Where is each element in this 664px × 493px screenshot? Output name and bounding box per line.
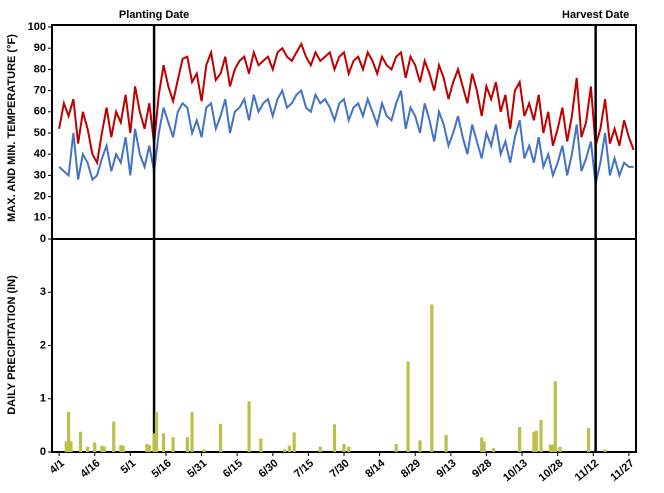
x-tick-label: 9/13 bbox=[435, 457, 459, 480]
x-tick-label: 10/13 bbox=[501, 457, 530, 484]
precipitation-bar bbox=[147, 445, 151, 452]
precipitation-bar bbox=[548, 444, 553, 452]
x-tick-label: 11/27 bbox=[608, 457, 636, 483]
precipitation-bar bbox=[406, 361, 410, 452]
precipitation-bar bbox=[558, 446, 562, 452]
precipitation-bar bbox=[218, 423, 223, 452]
precipitation-bar bbox=[112, 421, 116, 452]
x-tick-label: 9/28 bbox=[470, 457, 494, 480]
y-tick-label: 1 bbox=[40, 393, 46, 405]
precipitation-bar bbox=[551, 444, 555, 452]
x-tick-label: 7/30 bbox=[328, 457, 352, 480]
precipitation-bar bbox=[482, 441, 486, 452]
precipitation-bar bbox=[67, 412, 71, 452]
y-tick-label: 60 bbox=[34, 106, 46, 118]
precipitation-bar bbox=[247, 401, 251, 452]
precipitation-bar bbox=[318, 446, 322, 452]
x-tick-label: 5/31 bbox=[185, 457, 209, 480]
y-tick-label: 20 bbox=[34, 191, 46, 203]
precipitation-bar bbox=[202, 449, 206, 452]
temperature-line bbox=[58, 88, 634, 185]
x-tick-label: 4/16 bbox=[78, 457, 102, 480]
y-tick-label: 50 bbox=[34, 127, 46, 139]
x-tick-label: 5/16 bbox=[150, 457, 174, 480]
temperature-line bbox=[58, 41, 635, 166]
y-tick-label: 2 bbox=[40, 339, 46, 351]
precipitation-bar bbox=[78, 431, 83, 452]
precipitation-bar bbox=[69, 441, 73, 452]
y-axis-label: MAX. AND MIN. TEMPERATURE (°F) bbox=[6, 34, 18, 222]
precipitation-bar bbox=[161, 433, 166, 452]
precipitation-bar bbox=[347, 446, 351, 452]
annotation-label: Harvest Date bbox=[562, 9, 629, 21]
precipitation-bar bbox=[534, 430, 538, 452]
precipitation-bar bbox=[171, 437, 175, 452]
precipitation-bar bbox=[145, 444, 149, 452]
y-tick-label: 70 bbox=[34, 85, 46, 97]
y-tick-label: 30 bbox=[34, 169, 46, 181]
precipitation-bar bbox=[491, 448, 496, 452]
y-tick-label: 90 bbox=[34, 42, 46, 54]
precipitation-bar bbox=[287, 445, 291, 452]
precipitation-bar bbox=[283, 449, 287, 452]
x-tick-label: 7/15 bbox=[292, 457, 316, 480]
precipitation-bar bbox=[553, 381, 557, 452]
precipitation-bar bbox=[586, 428, 591, 452]
precipitation-bar bbox=[430, 304, 434, 452]
x-tick-label: 4/1 bbox=[47, 457, 66, 476]
precipitation-bar bbox=[418, 440, 422, 452]
precipitation-bar bbox=[102, 446, 106, 452]
y-tick-label: 0 bbox=[40, 446, 46, 458]
precipitation-bar bbox=[394, 444, 398, 452]
precipitation-bar bbox=[185, 437, 189, 452]
annotation-label: Planting Date bbox=[119, 9, 189, 21]
precipitation-bar bbox=[444, 434, 448, 452]
x-tick-label: 11/12 bbox=[573, 457, 601, 483]
precipitation-bar bbox=[532, 431, 536, 452]
x-tick-label: 6/15 bbox=[221, 457, 245, 480]
x-tick-label: 8/14 bbox=[363, 457, 388, 481]
precipitation-bar bbox=[259, 438, 263, 452]
precipitation-bar bbox=[190, 412, 194, 452]
precipitation-bar bbox=[119, 445, 123, 452]
x-tick-label: 8/29 bbox=[399, 457, 423, 480]
y-tick-label: 3 bbox=[40, 286, 46, 298]
precipitation-bar bbox=[86, 446, 90, 452]
precipitation-bar bbox=[292, 432, 296, 452]
x-tick-label: 6/30 bbox=[256, 457, 280, 480]
precipitation-bar bbox=[332, 424, 337, 452]
x-tick-label: 5/1 bbox=[119, 457, 138, 476]
precipitation-bar bbox=[154, 412, 159, 452]
precipitation-bar bbox=[539, 420, 543, 452]
precipitation-bar bbox=[342, 444, 346, 452]
x-tick-label: 10/28 bbox=[537, 457, 566, 484]
precipitation-bar bbox=[518, 426, 522, 452]
y-tick-label: 10 bbox=[34, 212, 46, 224]
precipitation-bar bbox=[93, 442, 97, 452]
precipitation-bar bbox=[121, 445, 125, 452]
precipitation-bar bbox=[152, 433, 156, 452]
precipitation-bar bbox=[100, 445, 104, 452]
precipitation-bar bbox=[480, 437, 484, 452]
y-tick-label: 80 bbox=[34, 63, 46, 75]
precipitation-bar bbox=[603, 449, 607, 452]
precipitation-bar bbox=[64, 441, 68, 452]
y-tick-label: 0 bbox=[40, 233, 46, 245]
y-tick-label: 40 bbox=[34, 148, 46, 160]
y-axis-label: DAILY PRECIPITATION (IN) bbox=[6, 275, 18, 415]
y-tick-label: 100 bbox=[28, 21, 46, 33]
